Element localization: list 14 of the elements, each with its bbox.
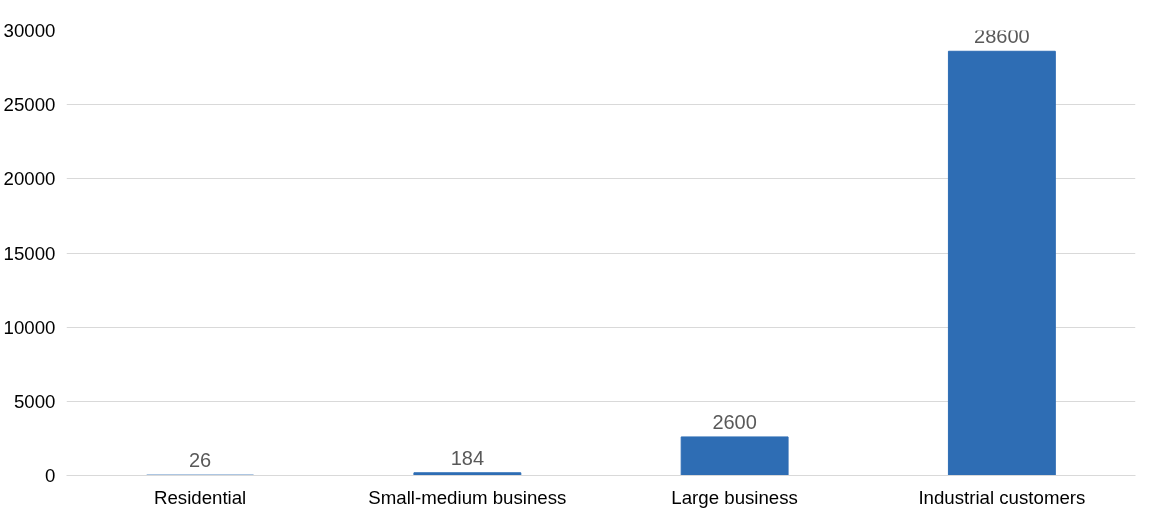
y-tick-label: 20000	[3, 168, 56, 190]
x-tick-label: Small-medium business	[368, 486, 567, 508]
y-tick-label: 25000	[3, 94, 56, 116]
data-label: 26	[189, 449, 212, 472]
y-tick-label: 0	[45, 465, 56, 486]
data-label: 2600	[712, 410, 757, 433]
x-tick-label: Large business	[671, 486, 798, 508]
x-tick-label: Residential	[153, 486, 247, 508]
data-label: 184	[450, 446, 485, 469]
y-tick-label: 10000	[3, 316, 56, 338]
x-tick-label: Industrial customers	[918, 486, 1086, 508]
y-tick-label: 15000	[3, 242, 56, 264]
y-tick-label: 5000	[14, 390, 56, 412]
y-tick-label: 30000	[3, 20, 56, 41]
